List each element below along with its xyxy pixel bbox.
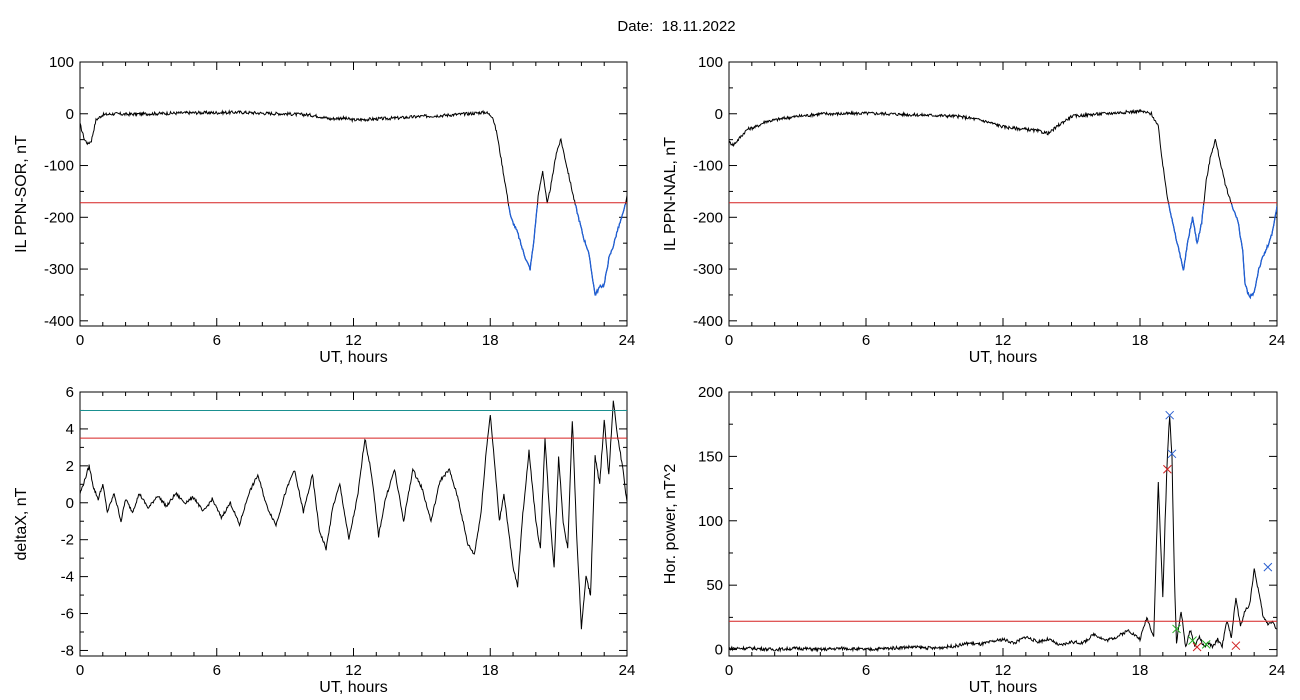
- y-tick-label: -6: [61, 606, 74, 623]
- y-tick-label: 100: [49, 54, 74, 71]
- x-tick-label: 18: [482, 332, 499, 349]
- y-tick-label: 100: [698, 54, 723, 71]
- marker-red: [1231, 641, 1241, 651]
- y-tick-label: 0: [66, 106, 74, 123]
- y-tick-label: 150: [698, 448, 723, 465]
- y-tick-label: -300: [44, 261, 74, 278]
- plot-frame: [728, 61, 1278, 327]
- marker-blue: [1167, 449, 1177, 459]
- plot-frame: [79, 391, 628, 657]
- x-tick-label: 18: [482, 662, 499, 679]
- y-tick-label: -200: [693, 209, 723, 226]
- highlight-segment: [508, 204, 539, 271]
- x-tick-label: 18: [1132, 332, 1149, 349]
- x-axis-label: UT, hours: [969, 679, 1037, 696]
- x-tick-label: 0: [725, 662, 733, 679]
- marker-red: [1192, 642, 1202, 652]
- highlight-segment: [1168, 203, 1205, 271]
- x-tick-label: 6: [213, 332, 221, 349]
- x-tick-label: 24: [1269, 662, 1286, 679]
- data-line: [80, 400, 627, 630]
- marker-stroke: [1165, 410, 1175, 420]
- y-tick-label: -300: [693, 261, 723, 278]
- plot-frame: [79, 61, 628, 327]
- x-tick-label: 12: [345, 332, 362, 349]
- x-tick-label: 0: [76, 662, 84, 679]
- y-tick-label: 0: [715, 642, 723, 659]
- marker-stroke: [1201, 640, 1211, 649]
- x-tick-label: 12: [995, 662, 1012, 679]
- marker-red: [1163, 464, 1172, 474]
- marker-blue: [1165, 410, 1175, 420]
- data-line: [729, 416, 1277, 653]
- date-label: Date: 18.11.2022: [617, 18, 736, 35]
- y-tick-label: 50: [706, 577, 723, 594]
- y-tick-label: 2: [66, 458, 74, 475]
- plot-frame: [728, 391, 1278, 657]
- x-tick-label: 0: [76, 332, 84, 349]
- x-axis-label: UT, hours: [319, 679, 387, 696]
- y-tick-label: 6: [66, 384, 74, 401]
- x-tick-label: 24: [619, 662, 636, 679]
- y-axis-label: IL PPN-SOR, nT: [13, 135, 30, 253]
- y-axis-label: Hor. power, nT^2: [662, 464, 679, 585]
- y-tick-label: -400: [693, 313, 723, 330]
- y-axis-label: IL PPN-NAL, nT: [662, 137, 679, 251]
- chart-deltax: 0 6 12 18 24 6 4 2 0 -2 -4 -6 -8 UT, hours deltaX, nT: [13, 384, 635, 696]
- y-tick-label: 200: [698, 384, 723, 401]
- x-tick-label: 6: [862, 662, 870, 679]
- y-tick-label: 0: [66, 495, 74, 512]
- marker-stroke: [1192, 642, 1202, 652]
- y-tick-label: 100: [698, 513, 723, 530]
- x-axis-label: UT, hours: [969, 349, 1037, 366]
- y-tick-label: -2: [61, 532, 74, 549]
- x-tick-label: 24: [1269, 332, 1286, 349]
- y-tick-label: -8: [61, 642, 74, 659]
- x-tick-label: 24: [619, 332, 636, 349]
- x-tick-label: 6: [862, 332, 870, 349]
- marker-stroke: [1263, 562, 1273, 572]
- data-line: [729, 108, 1277, 299]
- x-tick-label: 12: [995, 332, 1012, 349]
- data-line: [80, 109, 627, 296]
- marker-stroke: [1231, 641, 1241, 651]
- y-tick-label: -100: [44, 158, 74, 175]
- marker-green: [1188, 636, 1197, 645]
- marker-stroke: [1188, 636, 1197, 645]
- x-axis-label: UT, hours: [319, 349, 387, 366]
- marker-stroke: [1172, 624, 1181, 634]
- highlight-segment: [1231, 203, 1277, 300]
- marker-green: [1201, 640, 1211, 649]
- chart-ppn-sor: 0 6 12 18 24 100 0 -100 -200 -300 -400 UT, hours IL …: [13, 54, 635, 366]
- chart-ppn-nal: 0 6 12 18 24 100 0 -100 -200 -300 -400 UT, hours IL …: [662, 54, 1285, 366]
- y-tick-label: -100: [693, 158, 723, 175]
- y-tick-label: -200: [44, 209, 74, 226]
- highlight-segment: [574, 203, 627, 296]
- marker-green: [1172, 624, 1181, 634]
- chart-hor-power: 0 6 12 18 24 200 150 100 50 0 UT, hours Hor. power,…: [662, 384, 1285, 696]
- y-tick-label: 0: [715, 106, 723, 123]
- y-axis-label: deltaX, nT: [13, 487, 30, 560]
- x-tick-label: 6: [213, 662, 221, 679]
- marker-stroke: [1167, 449, 1177, 459]
- y-tick-label: -4: [61, 569, 74, 586]
- x-tick-label: 12: [345, 662, 362, 679]
- y-tick-label: -400: [44, 313, 74, 330]
- x-tick-label: 0: [725, 332, 733, 349]
- marker-blue: [1263, 562, 1273, 572]
- marker-stroke: [1163, 464, 1172, 474]
- x-tick-label: 18: [1132, 662, 1149, 679]
- y-tick-label: 4: [66, 421, 74, 438]
